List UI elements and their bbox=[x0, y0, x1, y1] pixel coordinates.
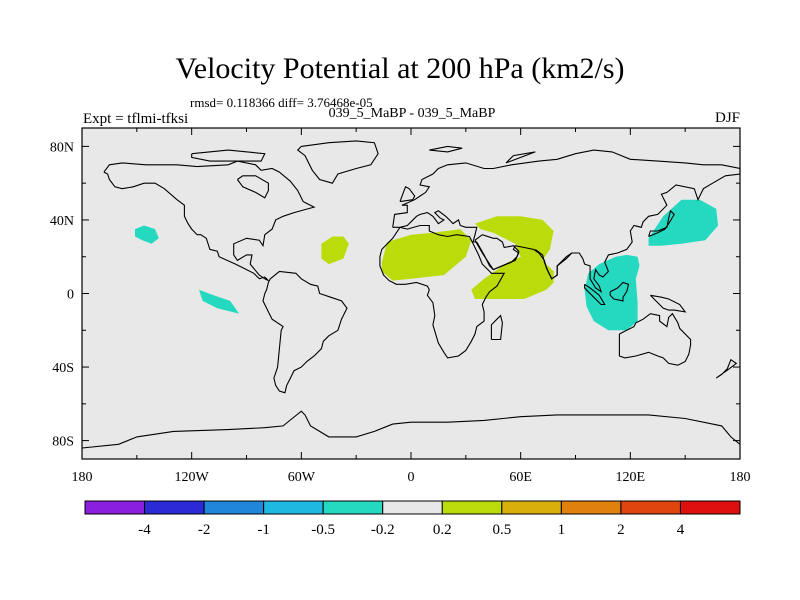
colorbar-label: 2 bbox=[617, 522, 625, 538]
positive-region-africa-atlantic bbox=[381, 229, 472, 281]
colorbar-label: 4 bbox=[677, 522, 685, 538]
chart-title: Velocity Potential at 200 hPa (km2/s) bbox=[175, 52, 625, 85]
x-tick-label: 60W bbox=[288, 470, 316, 485]
colorbar-box bbox=[679, 500, 741, 515]
coastline-british-isles bbox=[399, 186, 416, 203]
x-tick-label: 0 bbox=[408, 470, 415, 485]
positive-region-arabia-indian bbox=[471, 216, 554, 299]
coastline-arabia bbox=[474, 234, 520, 271]
coastline-eurasia bbox=[392, 149, 741, 294]
colorbar-box bbox=[560, 500, 622, 515]
coastline-new-zealand bbox=[715, 358, 738, 379]
coastline-hudson-bay bbox=[236, 175, 269, 199]
y-tick-label: 40N bbox=[50, 214, 74, 229]
x-tick-label: 60E bbox=[509, 470, 532, 485]
colorbar-label: 0.2 bbox=[433, 522, 452, 538]
colorbar-box bbox=[144, 500, 205, 515]
negative-region-east-pacific bbox=[199, 289, 240, 314]
subtitle-label: 039_5_MaBP - 039_5_MaBP bbox=[328, 106, 496, 121]
plot-background bbox=[82, 128, 740, 459]
colorbar-label: -2 bbox=[198, 522, 211, 538]
colorbar-box bbox=[382, 500, 443, 515]
y-tick-label: 80N bbox=[50, 140, 74, 155]
colorbar-box bbox=[263, 500, 324, 515]
coastline-north-america bbox=[103, 160, 316, 282]
negative-region-northwest-pacific bbox=[648, 199, 719, 246]
coastline-madagascar bbox=[490, 314, 503, 341]
x-tick-label: 180 bbox=[72, 470, 93, 485]
x-tick-label: 120E bbox=[616, 470, 646, 485]
colorbar-box bbox=[620, 500, 681, 515]
y-tick-label: 80S bbox=[52, 435, 74, 450]
coastline-svalbard bbox=[429, 145, 463, 153]
colorbar-label: 0.5 bbox=[492, 522, 511, 538]
coastline-south-america bbox=[262, 270, 348, 394]
coastline-australia bbox=[618, 312, 692, 366]
positive-region-south-america bbox=[321, 236, 349, 265]
season-label: DJF bbox=[714, 110, 740, 126]
coastline-sumatra bbox=[584, 283, 606, 306]
colorbar-label: 1 bbox=[558, 522, 566, 538]
y-tick-label: 40S bbox=[52, 361, 74, 376]
coastline-japan bbox=[648, 209, 675, 238]
colorbar-label: -0.5 bbox=[311, 522, 335, 538]
coastline-canadian-arctic bbox=[191, 149, 266, 162]
colorbar-box bbox=[441, 500, 503, 515]
colorbar-box bbox=[322, 500, 384, 515]
colorbar-label: -0.2 bbox=[371, 522, 395, 538]
coastline-borneo bbox=[609, 281, 630, 302]
colorbar-label: -4 bbox=[138, 522, 151, 538]
coastline-novaya-zemlya bbox=[505, 151, 536, 164]
x-tick-label: 120W bbox=[175, 470, 210, 485]
coastline-greenland bbox=[296, 140, 379, 184]
x-tick-label: 180 bbox=[730, 470, 751, 485]
colorbar-box bbox=[501, 500, 562, 515]
negative-region-north-pacific bbox=[135, 225, 159, 244]
colorbar-box bbox=[203, 500, 265, 515]
experiment-label: Expt = tflmi-tfksi bbox=[83, 111, 189, 127]
colorbar-box bbox=[84, 500, 146, 515]
stats-label: rmsd= 0.118366 diff= 3.76468e-05 bbox=[190, 95, 373, 110]
coastline-new-guinea bbox=[650, 294, 687, 313]
coastline-india bbox=[534, 248, 573, 280]
colorbar-label: -1 bbox=[257, 522, 270, 538]
coastline-africa bbox=[379, 224, 506, 359]
y-tick-label: 0 bbox=[67, 288, 74, 303]
coastline-antarctica bbox=[81, 410, 741, 449]
